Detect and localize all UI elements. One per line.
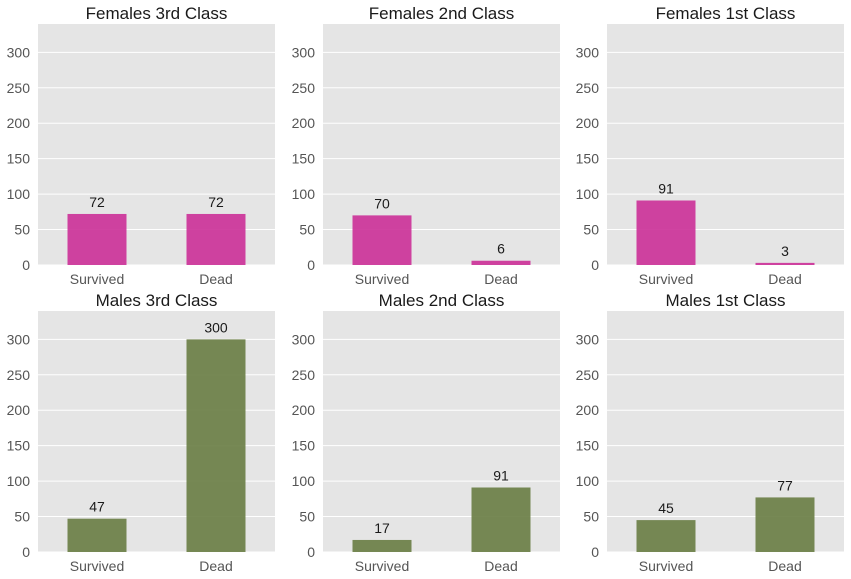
x-tick-label: Dead: [768, 558, 801, 574]
y-tick-label: 300: [576, 331, 600, 347]
data-label: 70: [374, 195, 390, 211]
chart-panel: 0 50 100 150 200 250 300 72 Survived 72 Dead Female…: [7, 4, 275, 287]
x-tick-label: Dead: [484, 558, 517, 574]
bar: [636, 520, 696, 552]
data-label: 17: [374, 520, 390, 536]
y-tick-label: 50: [299, 509, 315, 525]
data-label: 91: [493, 467, 509, 483]
y-tick-label: 100: [576, 186, 600, 202]
y-tick-label: 250: [7, 367, 31, 383]
data-label: 300: [204, 319, 228, 335]
y-tick-label: 0: [591, 257, 599, 273]
y-tick-label: 100: [7, 186, 31, 202]
y-tick-label: 150: [7, 151, 31, 167]
y-tick-label: 200: [576, 402, 600, 418]
y-tick-label: 150: [576, 438, 600, 454]
y-tick-label: 0: [591, 544, 599, 560]
data-label: 3: [781, 243, 789, 259]
chart-title: Males 3rd Class: [96, 291, 218, 310]
y-tick-label: 250: [576, 367, 600, 383]
chart-title: Females 2nd Class: [369, 4, 515, 23]
bar: [67, 213, 127, 265]
x-tick-label: Dead: [199, 271, 232, 287]
bar: [755, 262, 815, 265]
y-tick-label: 300: [292, 331, 316, 347]
x-tick-label: Survived: [70, 558, 124, 574]
y-tick-label: 100: [576, 473, 600, 489]
x-tick-label: Dead: [199, 558, 232, 574]
bar: [755, 497, 815, 552]
bar: [636, 200, 696, 265]
y-tick-label: 50: [14, 509, 30, 525]
y-tick-label: 250: [292, 367, 316, 383]
chart-title: Males 2nd Class: [379, 291, 505, 310]
x-tick-label: Survived: [355, 558, 409, 574]
y-tick-label: 300: [7, 44, 31, 60]
y-tick-label: 0: [307, 257, 315, 273]
y-tick-label: 100: [292, 473, 316, 489]
bar: [186, 339, 246, 552]
chart-panel: 0 50 100 150 200 250 300 45 Survived 77 Dead Males …: [576, 291, 844, 574]
y-tick-label: 250: [7, 80, 31, 96]
y-tick-label: 200: [292, 402, 316, 418]
x-tick-label: Survived: [355, 271, 409, 287]
y-tick-label: 300: [7, 331, 31, 347]
bar: [471, 487, 531, 552]
data-label: 72: [89, 194, 105, 210]
chart-title: Females 1st Class: [656, 4, 796, 23]
y-tick-label: 200: [292, 115, 316, 131]
y-tick-label: 50: [299, 222, 315, 238]
data-label: 47: [89, 499, 105, 515]
bar: [352, 539, 412, 552]
data-label: 77: [777, 477, 793, 493]
chart-panel: 0 50 100 150 200 250 300 91 Survived 3 Dead Females…: [576, 4, 844, 287]
chart-panel: 0 50 100 150 200 250 300 70 Survived 6 Dead Females…: [292, 4, 560, 287]
y-tick-label: 150: [292, 151, 316, 167]
y-tick-label: 100: [7, 473, 31, 489]
data-label: 45: [658, 500, 674, 516]
y-tick-label: 200: [576, 115, 600, 131]
x-tick-label: Dead: [484, 271, 517, 287]
y-tick-label: 50: [14, 222, 30, 238]
y-tick-label: 50: [583, 222, 599, 238]
y-tick-label: 0: [22, 257, 30, 273]
y-tick-label: 300: [292, 44, 316, 60]
y-tick-label: 0: [307, 544, 315, 560]
y-tick-label: 150: [7, 438, 31, 454]
chart-panel: 0 50 100 150 200 250 300 47 Survived 300 Dead Males…: [7, 291, 275, 574]
y-tick-label: 300: [576, 44, 600, 60]
data-label: 91: [658, 180, 674, 196]
bar: [471, 260, 531, 265]
x-tick-label: Survived: [639, 558, 693, 574]
chart-panel: 0 50 100 150 200 250 300 17 Survived 91 Dead Males …: [292, 291, 560, 574]
y-tick-label: 200: [7, 115, 31, 131]
x-tick-label: Survived: [639, 271, 693, 287]
y-tick-label: 0: [22, 544, 30, 560]
bar: [352, 215, 412, 265]
bar: [67, 518, 127, 552]
y-tick-label: 50: [583, 509, 599, 525]
y-tick-label: 250: [292, 80, 316, 96]
x-tick-label: Dead: [768, 271, 801, 287]
chart-title: Males 1st Class: [666, 291, 786, 310]
y-tick-label: 150: [292, 438, 316, 454]
y-tick-label: 250: [576, 80, 600, 96]
chart-title: Females 3rd Class: [86, 4, 228, 23]
x-tick-label: Survived: [70, 271, 124, 287]
y-tick-label: 100: [292, 186, 316, 202]
bar: [186, 213, 246, 265]
y-tick-label: 150: [576, 151, 600, 167]
y-tick-label: 200: [7, 402, 31, 418]
data-label: 6: [497, 241, 505, 257]
data-label: 72: [208, 194, 224, 210]
